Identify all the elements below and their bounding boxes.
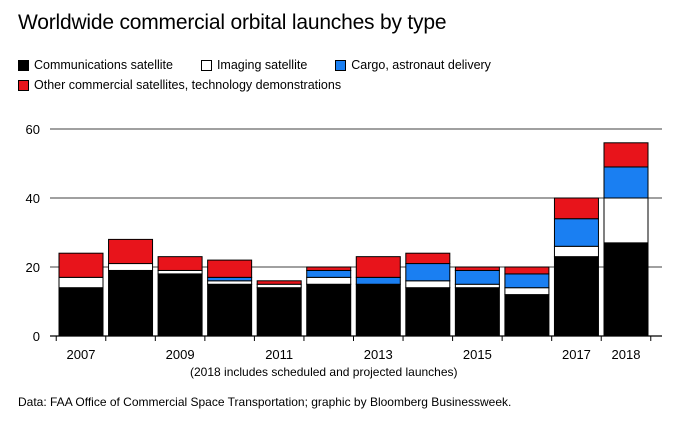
bar-segment-imaging-2007 [58,276,104,289]
bar-segment-other-2010 [207,259,253,278]
bar-segment-imaging-2012 [306,276,352,285]
bar-segment-imaging-2009 [157,269,203,275]
x-tick-label-2009: 2009 [166,347,195,362]
legend-row-1: Communications satellite Imaging satelli… [18,55,678,75]
bar-segment-communications-2010 [207,283,253,337]
bar-segment-communications-2018 [603,242,649,337]
bar-segment-communications-2014 [405,287,451,337]
legend-label-cargo: Cargo, astronaut delivery [351,58,491,72]
legend-item-cargo: Cargo, astronaut delivery [335,58,491,72]
bar-segment-cargo-2012 [306,269,352,278]
bar-segment-communications-2008 [108,269,154,337]
bar-segment-imaging-2014 [405,280,451,289]
bar-segment-communications-2007 [58,287,104,337]
x-tick-label-2007: 2007 [67,347,96,362]
bar-segment-other-2018 [603,142,649,168]
chart-note: (2018 includes scheduled and projected l… [190,365,458,379]
bar-segment-communications-2013 [355,283,401,337]
legend-swatch-cargo [335,59,347,71]
bar-segment-cargo-2015 [454,269,500,285]
bar-segment-communications-2017 [553,256,599,337]
bar-segment-imaging-2017 [553,245,599,258]
bar-segment-other-2012 [306,266,352,271]
y-tick-label-0: 0 [33,329,40,344]
bar-segment-cargo-2014 [405,263,451,282]
x-tick-label-2018: 2018 [612,347,641,362]
bar-segment-other-2011 [256,280,302,285]
bar-segment-other-2015 [454,266,500,271]
bar-segment-communications-2016 [504,294,550,337]
bar-segment-cargo-2016 [504,273,550,289]
bar-segment-cargo-2018 [603,166,649,199]
legend-item-communications: Communications satellite [18,58,173,72]
bar-segment-other-2009 [157,256,203,271]
x-tick-label-2011: 2011 [265,347,293,362]
chart-title: Worldwide commercial orbital launches by… [18,11,447,34]
bar-segment-communications-2011 [256,287,302,337]
legend-label-communications: Communications satellite [34,58,173,72]
bar-segment-communications-2015 [454,287,500,337]
source-note: Data: FAA Office of Commercial Space Tra… [18,395,512,409]
legend-item-imaging: Imaging satellite [200,58,308,72]
legend-swatch-other [18,79,29,91]
x-tick-label-2013: 2013 [364,347,393,362]
bar-segment-cargo-2017 [553,218,599,247]
x-tick-label-2015: 2015 [463,347,492,362]
legend: Communications satellite Imaging satelli… [18,55,678,95]
legend-row-2: Other commercial satellites, technology … [18,75,678,95]
bar-segment-cargo-2010 [207,276,253,282]
bar-segment-other-2007 [58,252,104,278]
bar-segment-other-2017 [553,197,599,220]
legend-label-imaging: Imaging satellite [216,58,308,72]
y-tick-label-60: 60 [26,122,40,137]
bar-segment-imaging-2010 [207,280,253,285]
y-tick-label-40: 40 [26,191,40,206]
bar-segment-other-2016 [504,266,550,275]
legend-label-other: Other commercial satellites, technology … [34,78,342,92]
bar-segment-other-2013 [355,256,401,278]
bar-segment-other-2008 [108,238,154,265]
legend-swatch-imaging [200,59,212,71]
bar-segment-imaging-2008 [108,263,154,271]
x-tick-label-2017: 2017 [562,347,591,362]
y-tick-label-20: 20 [26,260,40,275]
bar-segment-communications-2009 [157,273,203,337]
bar-segment-communications-2012 [306,283,352,337]
bar-segment-imaging-2015 [454,283,500,289]
legend-item-other: Other commercial satellites, technology … [18,78,341,92]
bar-segment-imaging-2011 [256,283,302,289]
bar-segment-imaging-2016 [504,287,550,296]
bar-segment-cargo-2013 [355,276,401,285]
bar-segment-other-2014 [405,252,451,265]
bar-segment-imaging-2018 [603,197,649,244]
legend-swatch-communications [18,59,29,71]
